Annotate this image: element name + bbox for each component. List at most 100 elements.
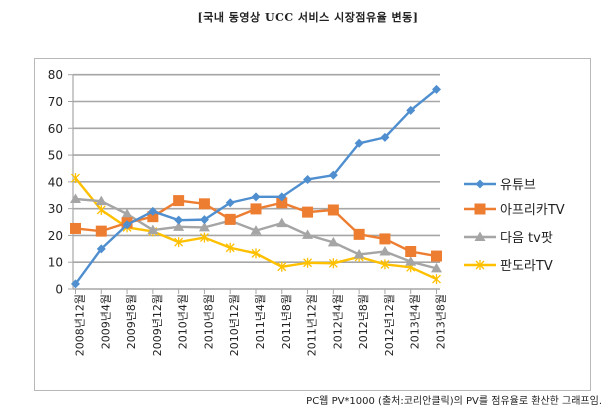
y-tick-label: 80 (48, 68, 63, 82)
data-point (276, 197, 288, 209)
data-point (251, 248, 261, 259)
legend-item: 유튜브 (464, 178, 536, 193)
y-tick-label: 0 (55, 283, 63, 297)
data-point (406, 105, 416, 115)
data-point (379, 233, 391, 245)
y-tick-label: 70 (48, 95, 63, 109)
data-point (327, 204, 339, 216)
data-point (173, 221, 185, 231)
data-point (250, 203, 262, 215)
data-point (353, 248, 365, 259)
data-point (224, 213, 236, 225)
data-point (328, 258, 338, 269)
x-tick-label: 2012년4월 (331, 294, 344, 349)
chart-title: [국내 동영상 UCC 서비스 시장점유율 변동] (197, 11, 419, 24)
data-point (302, 206, 314, 218)
data-point (198, 198, 210, 210)
x-tick-label: 2013년8월 (435, 294, 448, 349)
data-point (432, 84, 441, 94)
data-point (199, 215, 209, 225)
series-0 (71, 84, 441, 289)
series-layer (70, 84, 442, 289)
legend-label: 아프리카TV (500, 203, 565, 218)
x-tick-label: 2011년8월 (280, 294, 293, 349)
data-point (379, 245, 391, 256)
data-point (199, 232, 209, 243)
data-point (198, 221, 210, 232)
data-point (121, 208, 133, 218)
data-point (71, 173, 80, 184)
data-point (431, 250, 442, 262)
data-point (96, 204, 106, 215)
data-point (122, 220, 132, 230)
legend-marker (474, 203, 486, 215)
data-point (225, 198, 235, 208)
data-point (147, 224, 159, 235)
x-tick-label: 2013년4월 (409, 294, 422, 349)
data-point (327, 236, 339, 247)
y-tick-label: 50 (48, 149, 63, 163)
x-tick-label: 2009년4월 (99, 294, 112, 349)
y-tick-label: 10 (48, 256, 63, 270)
data-point (95, 225, 107, 237)
axes (68, 74, 440, 294)
data-point (96, 244, 106, 254)
y-tick-label: 60 (48, 122, 63, 136)
legend-label: 판도라TV (500, 259, 553, 274)
y-tick-label: 40 (48, 175, 63, 189)
x-tick-label: 2011년4월 (254, 294, 267, 349)
x-tick-label: 2010년8월 (202, 294, 215, 349)
y-tick-label: 30 (48, 202, 63, 216)
x-tick-label: 2009년8월 (125, 294, 138, 349)
x-tick-label: 2011년12월 (306, 294, 319, 356)
data-point (302, 229, 314, 239)
data-point (251, 192, 261, 202)
legend-marker (475, 260, 485, 270)
legend-marker (475, 179, 485, 189)
data-point (432, 274, 441, 285)
data-point (405, 245, 417, 257)
y-tick-labels: 0 10 20 30 40 50 60 70 80 (48, 68, 63, 296)
series-3 (71, 173, 441, 285)
x-tick-label: 2010년4월 (177, 294, 190, 349)
data-point (405, 256, 417, 266)
data-point (354, 138, 364, 148)
legend-marker (474, 231, 486, 241)
data-point (380, 132, 390, 142)
chart-footnote: PC웹 PV*1000 (출처:코리안클릭)의 PV를 점유율로 환산한 그래프… (306, 396, 602, 407)
x-tick-labels: 2008년12월 2009년4월 2009년8월 2009년12월 2010년4월 201… (74, 294, 448, 356)
data-point (71, 279, 80, 289)
legend-label: 다음 tv팟 (500, 231, 553, 246)
data-point (353, 228, 365, 240)
legend-item: 아프리카TV (464, 203, 565, 218)
legend-label: 유튜브 (500, 178, 536, 193)
data-point (328, 170, 338, 180)
x-tick-label: 2009년12월 (151, 294, 164, 356)
data-point (174, 215, 184, 225)
data-point (174, 237, 184, 248)
data-point (70, 193, 81, 203)
data-point (303, 257, 313, 268)
y-tick-label: 20 (48, 229, 63, 243)
data-point (250, 225, 262, 235)
data-point (70, 222, 81, 234)
chart-frame (34, 58, 591, 391)
data-point (173, 195, 185, 207)
data-point (147, 211, 159, 223)
data-point (277, 192, 287, 202)
data-point (225, 242, 235, 253)
data-point (431, 262, 442, 273)
data-point (276, 217, 288, 228)
x-tick-label: 2008년12월 (74, 294, 87, 356)
legend-item: 판도라TV (464, 259, 553, 274)
x-tick-label: 2012년12월 (383, 294, 396, 356)
data-point (277, 261, 287, 272)
legend-item: 다음 tv팟 (464, 231, 553, 246)
data-point (380, 259, 390, 270)
data-point (95, 195, 107, 206)
x-tick-label: 2012년8월 (357, 294, 370, 349)
data-point (148, 206, 158, 216)
data-point (303, 174, 313, 184)
